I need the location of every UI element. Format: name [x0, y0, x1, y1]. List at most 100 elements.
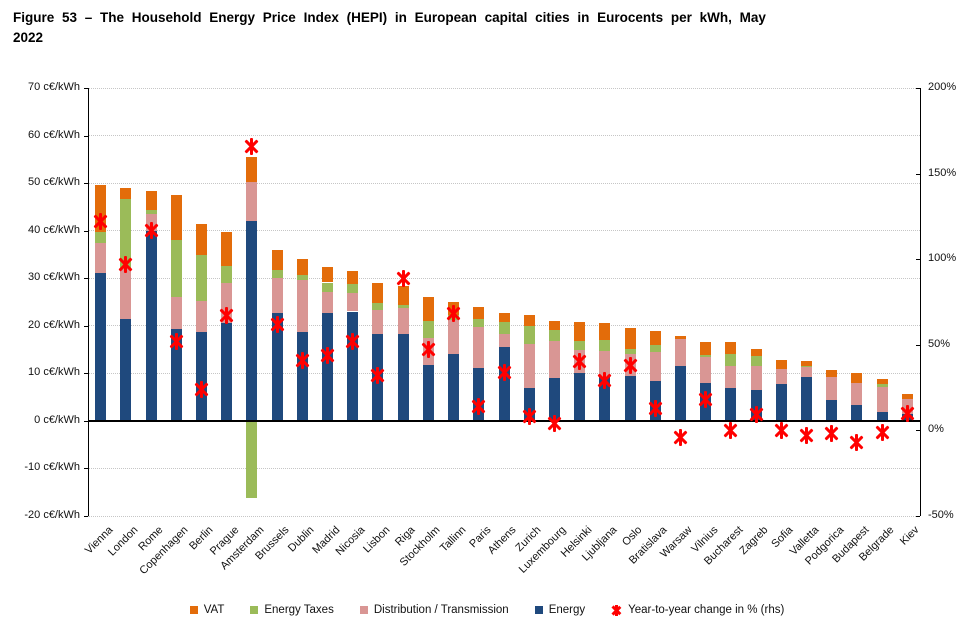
bar-segment-energy: [574, 373, 586, 421]
bar-segment-energy-taxes: [498, 321, 510, 334]
bar-segment-vat: [296, 259, 308, 275]
figure-title-line1: Figure 53 – The Household Energy Price I…: [13, 10, 766, 25]
yoy-marker: [874, 423, 891, 441]
legend-item-energy-taxes: Energy Taxes: [250, 604, 334, 616]
left-axis-tick: [84, 373, 88, 375]
bar-segment-distribution-transmission: [473, 327, 485, 368]
bar-segment-energy: [322, 312, 333, 421]
bar-segment-energy-taxes: [120, 198, 132, 269]
left-axis-tick: [84, 468, 88, 470]
right-axis-tick: [916, 344, 920, 346]
left-axis-tick-label: -20 c€/kWh: [24, 509, 80, 521]
left-axis-tick-label: 60 c€/kWh: [28, 128, 80, 141]
bar-segment-energy: [876, 411, 888, 421]
zero-axis-line: [88, 419, 920, 422]
yoy-marker: [143, 221, 160, 239]
bar-segment-vat: [145, 191, 157, 211]
yoy-marker: [470, 397, 487, 415]
yoy-marker: [722, 421, 739, 439]
bar-segment-vat: [725, 342, 737, 354]
bar-segment-energy: [473, 367, 485, 421]
left-axis-tick: [84, 325, 88, 327]
bar-segment-distribution-transmission: [523, 344, 535, 388]
bar-segment-vat: [624, 328, 636, 350]
figure-title-line2: 2022: [13, 29, 44, 45]
yoy-marker: [420, 341, 437, 359]
yoy-marker: [697, 391, 714, 409]
right-axis-tick: [916, 516, 920, 517]
yoy-marker: [823, 425, 840, 443]
bar-segment-distribution-transmission: [725, 365, 737, 389]
bar-segment-distribution-transmission: [599, 351, 611, 377]
bar-segment-energy-taxes: [372, 302, 384, 310]
bar-segment-vat: [221, 231, 233, 266]
yoy-marker: [596, 372, 613, 390]
left-axis-tick-label: 70 c€/kWh: [28, 81, 80, 93]
bar-segment-vat: [750, 349, 762, 356]
legend-swatch-icon: [359, 606, 368, 614]
left-axis-tick: [84, 420, 88, 422]
bar-segment-vat: [523, 315, 535, 327]
bar-segment-energy: [801, 376, 813, 421]
bar-segment-energy: [775, 383, 787, 421]
bar-segment-energy: [296, 332, 308, 421]
yoy-marker: [117, 255, 134, 273]
bar-segment-energy-taxes: [649, 345, 661, 352]
bar-segment-distribution-transmission: [170, 297, 182, 329]
bar-segment-energy-taxes: [548, 329, 560, 341]
legend-swatch-icon: [189, 606, 198, 614]
bar-segment-energy-taxes: [750, 355, 762, 366]
left-axis-tick-label: 50 c€/kWh: [28, 176, 80, 189]
bar-segment-distribution-transmission: [548, 340, 560, 378]
legend-label: Distribution / Transmission: [373, 604, 509, 616]
bar-segment-distribution-transmission: [246, 181, 258, 222]
bar-segment-energy: [95, 273, 107, 421]
legend-swatch-icon: [250, 606, 259, 614]
bar-segment-energy: [523, 387, 535, 421]
bar-segment-energy: [624, 375, 636, 421]
bar-segment-energy: [221, 322, 233, 421]
bar-segment-energy: [448, 353, 460, 421]
bar-segment-vat: [246, 156, 258, 182]
bar-segment-energy: [725, 388, 737, 421]
yoy-marker: [269, 315, 286, 333]
bar-segment-energy: [548, 377, 560, 421]
bar-segment-energy-taxes: [397, 305, 409, 309]
bar-segment-distribution-transmission: [448, 319, 460, 354]
bar-segment-vat: [674, 335, 686, 339]
left-axis-tick-label: 30 c€/kWh: [28, 271, 80, 284]
bar-segment-energy-taxes: [624, 349, 636, 355]
yoy-marker: [319, 346, 336, 364]
bar-segment-energy-taxes: [876, 383, 888, 387]
bar-segment-distribution-transmission: [851, 383, 863, 406]
left-axis-tick: [84, 278, 88, 280]
yoy-marker: [899, 404, 916, 422]
bar-segment-energy-taxes: [195, 255, 207, 301]
gridline: [88, 515, 920, 517]
yoy-marker: [395, 269, 412, 287]
right-axis-tick-label: -50%: [928, 509, 954, 521]
bar-segment-vat: [195, 224, 207, 256]
bar-segment-vat: [372, 283, 384, 303]
gridline: [88, 277, 920, 279]
bar-segment-distribution-transmission: [322, 292, 333, 313]
bar-segment-energy-taxes: [599, 340, 611, 352]
bar-segment-distribution-transmission: [801, 367, 813, 377]
bar-segment-energy-taxes: [725, 353, 737, 366]
bar-segment-vat: [322, 267, 333, 283]
yoy-marker: [773, 421, 790, 439]
bar-segment-energy-taxes: [523, 326, 535, 345]
left-axis-line: [88, 88, 89, 516]
bar-segment-vat: [170, 195, 182, 241]
right-axis-tick: [916, 173, 920, 175]
bar-segment-energy: [246, 221, 258, 421]
bar-segment-energy-taxes: [422, 320, 434, 339]
legend-label: Energy Taxes: [264, 604, 334, 616]
yoy-marker: [92, 213, 109, 231]
yoy-marker: [571, 353, 588, 371]
bar-segment-energy-taxes: [347, 283, 359, 293]
bar-segment-distribution-transmission: [221, 283, 233, 323]
legend-swatch-icon: [534, 606, 543, 614]
left-axis-tick: [84, 516, 88, 517]
